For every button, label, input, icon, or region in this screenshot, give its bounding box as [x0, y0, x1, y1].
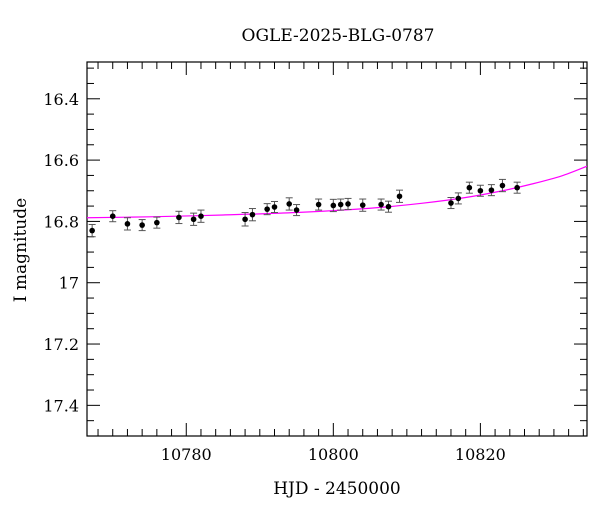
y-axis-label: I magnitude	[11, 198, 31, 302]
data-point	[487, 184, 495, 197]
data-point	[271, 200, 278, 214]
data-point	[513, 181, 521, 194]
data-point	[498, 178, 506, 193]
data-point	[190, 212, 198, 226]
data-point-marker	[286, 201, 293, 207]
data-points-group	[88, 178, 521, 238]
y-tick-label: 16.4	[43, 90, 79, 109]
data-point	[476, 184, 484, 197]
data-point-marker	[359, 202, 366, 208]
data-point	[293, 204, 301, 217]
model-curve-group	[87, 165, 587, 219]
data-point-marker	[345, 201, 351, 207]
data-point-marker	[396, 193, 403, 200]
data-point-marker	[264, 206, 270, 212]
data-point-marker	[293, 207, 300, 213]
data-point	[248, 208, 256, 222]
data-point-marker	[249, 211, 256, 218]
data-point	[123, 217, 131, 231]
data-point	[197, 209, 205, 223]
data-point	[241, 212, 249, 227]
data-point	[377, 198, 385, 211]
y-tick-label: 17.4	[43, 396, 79, 415]
data-point-marker	[488, 187, 495, 193]
axis-ticks	[87, 62, 587, 437]
data-point	[285, 197, 293, 211]
data-point	[384, 200, 392, 213]
plot-frame	[86, 61, 588, 437]
data-point-marker	[315, 201, 322, 208]
data-point	[396, 189, 403, 203]
y-tick-label: 17.2	[43, 335, 79, 354]
data-point	[88, 223, 96, 238]
data-point-marker	[378, 201, 384, 208]
data-point	[109, 210, 117, 223]
y-tick-label: 16.8	[43, 212, 79, 231]
data-point	[329, 198, 337, 213]
data-point	[454, 192, 462, 205]
y-tick-label: 16.6	[43, 151, 79, 170]
data-point-marker	[477, 187, 484, 194]
data-point	[153, 216, 161, 229]
data-point-marker	[89, 227, 95, 234]
tick-labels: 10780 10800 10820 16.4 16.6 16.8 17 17.2 17.4	[43, 90, 505, 464]
model-curve	[87, 165, 587, 219]
data-point-marker	[154, 219, 160, 226]
data-point-marker	[124, 221, 131, 227]
data-point	[465, 181, 473, 194]
data-point-marker	[330, 202, 337, 209]
x-axis-label: HJD - 2450000	[273, 479, 401, 499]
data-point	[337, 198, 345, 211]
data-point-marker	[190, 216, 197, 223]
data-point-marker	[455, 195, 462, 202]
data-point	[447, 196, 455, 210]
data-point-marker	[337, 201, 344, 208]
data-point-marker	[271, 204, 278, 210]
data-point-marker	[448, 200, 454, 206]
data-point	[263, 203, 271, 216]
data-point	[315, 198, 323, 211]
data-point	[344, 197, 352, 210]
data-point-marker	[198, 213, 204, 219]
data-point-marker	[139, 222, 145, 228]
data-point	[138, 219, 146, 232]
y-tick-label: 17	[59, 274, 79, 293]
data-point-marker	[109, 213, 116, 219]
data-point-marker	[466, 184, 473, 191]
data-point-marker	[176, 214, 182, 221]
data-point-marker	[499, 182, 506, 189]
data-point-marker	[242, 216, 248, 223]
chart-title: OGLE-2025-BLG-0787	[242, 26, 435, 46]
x-tick-label: 10800	[308, 445, 359, 464]
data-point-marker	[385, 203, 392, 210]
x-tick-label: 10780	[161, 445, 212, 464]
data-point-marker	[514, 184, 520, 191]
x-tick-label: 10820	[455, 445, 506, 464]
data-point	[359, 198, 367, 212]
data-point	[175, 210, 183, 225]
